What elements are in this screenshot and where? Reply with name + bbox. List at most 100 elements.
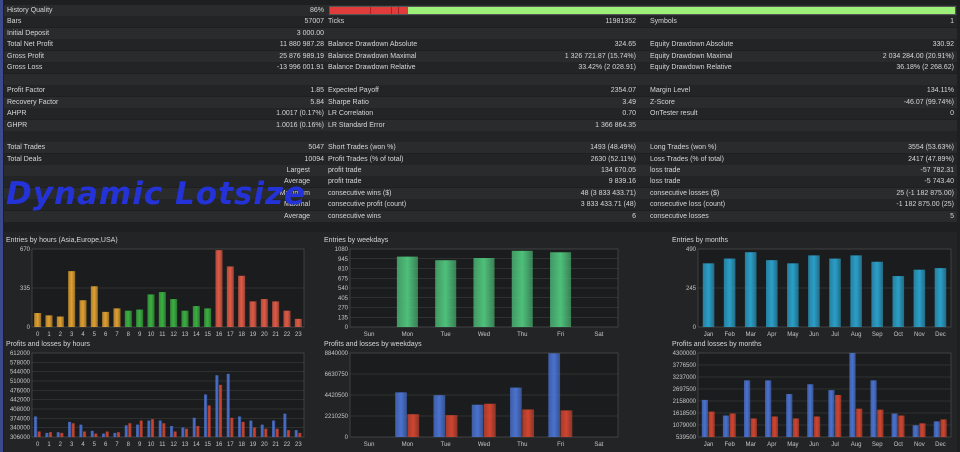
- y-tick-label: 245: [686, 286, 697, 292]
- lr-std-error-value: 1 366 864.35: [595, 122, 636, 129]
- y-tick-label: 4420500: [325, 393, 349, 399]
- x-tick-label: 10: [148, 332, 155, 338]
- bar-profit: [891, 413, 898, 437]
- y-tick-label: 270: [338, 306, 349, 312]
- bar-profit: [215, 375, 219, 437]
- y-tick-label: 135: [338, 315, 349, 321]
- average-loss-value: -5 743.40: [924, 178, 954, 185]
- bar: [550, 252, 572, 327]
- chart-title: Profits and losses by months: [672, 341, 762, 348]
- maximal-label: Maximal: [283, 201, 310, 208]
- y-tick-label: 306000: [10, 435, 31, 441]
- x-tick-label: Sep: [872, 332, 883, 338]
- ahpr-label: AHPR: [7, 110, 27, 117]
- bar: [56, 316, 64, 327]
- profit-factor-label: Profit Factor: [7, 87, 46, 94]
- total-trades-value: 5047: [308, 144, 324, 151]
- largest-loss-value: -57 782.31: [920, 167, 954, 174]
- y-tick-label: 612000: [10, 351, 31, 357]
- bar: [79, 300, 87, 327]
- x-tick-label: Fri: [557, 332, 564, 338]
- row-average: Average profit trade 9 839.16 loss trade…: [4, 176, 957, 187]
- bar-loss: [185, 428, 189, 437]
- eq-dd-max-value: 2 034 284.00 (20.91%): [882, 53, 954, 60]
- bar-loss: [522, 409, 535, 437]
- x-tick-label: May: [787, 332, 798, 338]
- bar: [136, 309, 144, 327]
- total-trades-label: Total Trades: [7, 144, 46, 151]
- x-tick-label: Jun: [809, 332, 819, 338]
- loss-trades-value: 2417 (47.89%): [908, 156, 954, 163]
- y-tick-label: 6630750: [325, 372, 349, 378]
- chart-entries-weekdays: 1080 945 810 675 540 405 270 135 0 Sun Mon Tue Wed Th…: [335, 247, 619, 338]
- maximum-label: Maximum: [279, 190, 310, 197]
- chart-pl-hours: 612000 578000 544000 510000 476000 442000 4080…: [10, 351, 305, 448]
- ticks-value: 11981352: [605, 18, 636, 25]
- y-tick-label: 540: [338, 286, 349, 292]
- y-tick-label: 1080: [335, 247, 349, 253]
- x-tick-label: 7: [115, 332, 119, 338]
- x-tick-label: 4: [81, 442, 85, 448]
- ahpr-value: 1.0017 (0.17%): [276, 110, 324, 117]
- x-tick-label: 11: [159, 442, 166, 448]
- bar-profit: [79, 424, 83, 437]
- bar-profit: [471, 404, 484, 437]
- panel-pl-hours: Profits and losses by hours 612000 578000…: [4, 339, 310, 449]
- row-largest: Largest profit trade 134 670.05 loss tra…: [4, 165, 957, 176]
- x-tick-label: Wed: [478, 442, 490, 448]
- chart-title: Profits and losses by weekdays: [324, 341, 422, 348]
- bar-profit: [249, 420, 253, 437]
- bar-loss: [264, 428, 268, 437]
- lr-std-error-label: LR Standard Error: [328, 122, 385, 129]
- bar-loss: [940, 419, 947, 437]
- chart-pl-months: 4300000 3776500 3237000 2697500 2158000 16185…: [673, 351, 952, 448]
- x-tick-label: 5: [93, 442, 97, 448]
- bar-loss: [94, 433, 98, 437]
- bar: [511, 250, 533, 327]
- x-tick-label: Jun: [809, 442, 819, 448]
- largest-label: Largest: [286, 167, 310, 174]
- bar-loss: [898, 415, 905, 437]
- eq-dd-max-label: Equity Drawdown Maximal: [650, 53, 733, 60]
- x-tick-label: Mar: [746, 442, 756, 448]
- x-tick-label: 16: [216, 332, 223, 338]
- bar-profit: [828, 390, 835, 437]
- avg-losses-value: 5: [950, 213, 954, 220]
- bar: [892, 276, 905, 327]
- x-tick-label: Nov: [914, 442, 925, 448]
- x-tick-label: Jul: [831, 332, 839, 338]
- panel-entries-weekdays: Entries by weekdays 1080 945 810 675 540 405 2…: [322, 235, 624, 339]
- bar-profit: [283, 413, 287, 437]
- x-tick-label: 7: [115, 442, 119, 448]
- row-recovery-factor: Recovery Factor 5.84 Sharpe Ratio 3.49 Z…: [4, 97, 957, 108]
- x-tick-label: Oct: [894, 332, 904, 338]
- average-label: Average: [284, 178, 310, 185]
- x-tick-label: Jan: [704, 332, 714, 338]
- row-ghpr: GHPR 1.0016 (0.16%) LR Standard Error 1 …: [4, 120, 957, 131]
- bar: [765, 260, 778, 327]
- bal-dd-abs-label: Balance Drawdown Absolute: [328, 41, 418, 48]
- x-tick-label: Feb: [724, 442, 735, 448]
- chart-entries-months: 490 245 0 Jan Feb Mar Apr May Jun Jul Aug Sep Oct Nov…: [686, 247, 952, 338]
- x-tick-label: 12: [170, 332, 177, 338]
- short-trades-value: 1493 (48.49%): [590, 144, 636, 151]
- history-quality-value: 86%: [309, 7, 324, 14]
- max-losses-value: 25 (-1 182 875.00): [896, 190, 954, 197]
- bar: [473, 258, 495, 327]
- average-profit-label: profit trade: [328, 178, 362, 185]
- bar: [934, 268, 947, 327]
- margin-level-value: 134.11%: [926, 87, 954, 94]
- x-tick-label: Apr: [767, 442, 776, 448]
- x-tick-label: Thu: [517, 442, 527, 448]
- bar-profit: [786, 394, 793, 437]
- recovery-factor-label: Recovery Factor: [7, 99, 59, 106]
- x-tick-label: 1: [47, 442, 51, 448]
- x-tick-label: Dec: [935, 332, 946, 338]
- bar-profit: [147, 420, 151, 437]
- x-tick-label: 5: [93, 332, 97, 338]
- y-tick-label: 476000: [10, 388, 31, 394]
- plot-area: [697, 352, 952, 438]
- bar: [913, 269, 926, 327]
- y-tick-label: 945: [338, 257, 349, 263]
- largest-profit-label: profit trade: [328, 167, 362, 174]
